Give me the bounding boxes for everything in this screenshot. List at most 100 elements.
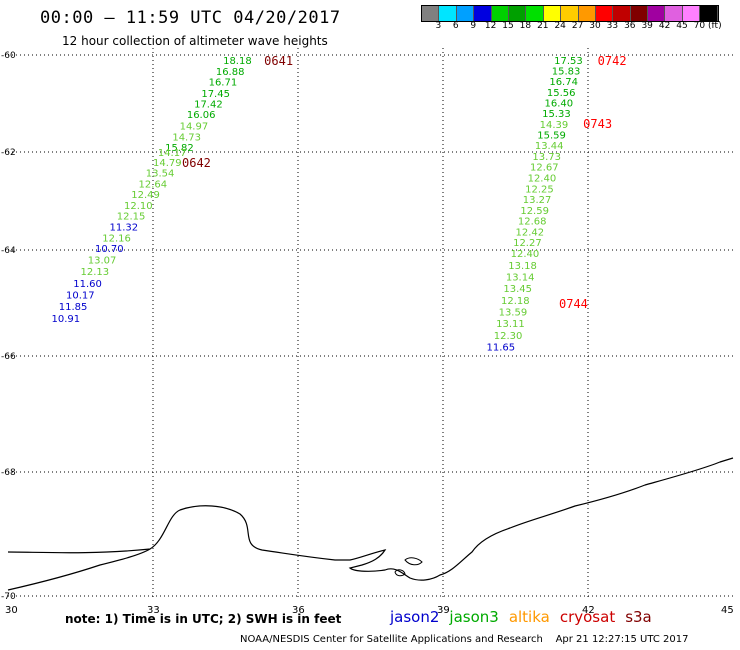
latitude-label: -62 [1, 148, 16, 158]
longitude-label: 42 [582, 605, 595, 616]
scale-swatch [526, 6, 544, 21]
pass-time-label: 0742 [598, 54, 627, 68]
wave-height-color-scale [421, 5, 719, 22]
scale-swatch [422, 6, 440, 21]
scale-label: (ft) [708, 21, 722, 31]
scale-swatch [682, 6, 701, 21]
scale-label: 30 [589, 21, 601, 31]
wave-height-value: 18.18 [223, 56, 252, 67]
wave-height-value: 10.91 [52, 314, 81, 325]
satellite-legend: jason2 jason3 altika cryosat s3a [390, 608, 662, 626]
wave-height-value: 13.59 [499, 307, 528, 318]
wave-height-value: 12.16 [102, 233, 131, 244]
wave-height-value: 12.40 [528, 173, 557, 184]
latitude-label: -70 [1, 592, 16, 602]
lat-lon-grid [8, 48, 733, 600]
scale-label: 6 [452, 21, 459, 31]
scale-swatch [613, 6, 631, 21]
scale-swatch [700, 6, 718, 21]
wave-height-value: 16.88 [216, 67, 245, 78]
scale-label: 33 [606, 21, 619, 31]
wave-height-value: 11.85 [59, 302, 88, 313]
pass-time-label: 0642 [182, 156, 211, 170]
wave-height-value: 12.27 [513, 238, 542, 249]
wave-height-value: 12.67 [530, 163, 559, 174]
wave-height-value: 15.82 [165, 143, 194, 154]
coastline-path [7, 457, 734, 581]
wave-height-value: 12.25 [525, 184, 554, 195]
credits-footer: NOAA/NESDIS Center for Satellite Applica… [240, 634, 689, 645]
wave-height-value: 12.18 [501, 296, 530, 307]
wave-height-value: 15.83 [552, 67, 581, 78]
wave-height-value: 15.56 [547, 88, 576, 99]
scale-label: 45 [676, 21, 688, 31]
wave-height-value: 16.06 [187, 110, 216, 121]
scale-swatch [561, 6, 579, 21]
latitude-label: -68 [1, 468, 16, 478]
latitude-label: -64 [1, 246, 16, 256]
wave-height-value: 17.45 [201, 89, 230, 100]
wave-height-value: 12.59 [520, 206, 549, 217]
wave-height-value: 12.42 [516, 227, 545, 238]
wave-height-value: 10.70 [95, 244, 124, 255]
wave-height-value: 12.49 [131, 190, 160, 201]
wave-height-value: 12.15 [117, 212, 146, 223]
wave-height-value: 14.73 [172, 132, 201, 143]
wave-height-value: 13.45 [503, 284, 532, 295]
scale-label: 42 [658, 21, 671, 31]
wave-height-value: 15.59 [537, 131, 566, 142]
wave-height-value: 12.64 [139, 179, 168, 190]
map-title: 00:00 – 11:59 UTC 04/20/2017 [40, 8, 341, 28]
longitude-label: 45 [721, 605, 734, 616]
wave-height-value: 14.39 [540, 120, 569, 131]
wave-height-value: 16.74 [549, 77, 578, 88]
wave-height-value: 10.17 [66, 291, 95, 302]
longitude-label: 33 [147, 605, 160, 616]
wave-height-value: 11.65 [487, 342, 516, 353]
wave-height-value: 13.07 [88, 256, 117, 267]
wave-height-value: 13.27 [523, 195, 552, 206]
wave-height-value: 13.54 [146, 169, 175, 180]
scale-label: 27 [571, 21, 584, 31]
scale-label: 9 [470, 21, 477, 31]
latitude-label: -60 [1, 51, 16, 61]
wave-height-value: 13.14 [506, 273, 535, 284]
wave-height-value: 12.13 [81, 267, 110, 278]
scale-label: 39 [641, 21, 653, 31]
scale-swatch [648, 6, 666, 21]
wave-height-value: 16.40 [545, 99, 574, 110]
wave-height-value: 11.32 [110, 222, 139, 233]
coastline-islands [394, 557, 423, 577]
legend-item-jason2: jason2 [390, 608, 440, 626]
axis-labels: -60 -62 -64 -66 -68 -70 30 33 36 39 42 45 [1, 51, 734, 616]
wave-height-value: 12.40 [511, 249, 540, 260]
wave-height-value: 14.79 [153, 158, 182, 169]
scale-label: 24 [554, 21, 566, 31]
scale-label: 70 [693, 21, 706, 31]
scale-swatch [456, 6, 475, 21]
wave-height-value: 13.11 [496, 319, 525, 330]
longitude-label: 30 [5, 605, 18, 616]
legend-item-jason3: jason3 [449, 608, 499, 626]
scale-swatch [491, 6, 509, 21]
scale-label: 36 [624, 21, 636, 31]
altimeter-tracks: 18.1816.8816.7117.4517.4216.0614.9714.73… [52, 54, 627, 354]
scale-swatch [508, 6, 527, 21]
wave-height-value: 16.71 [209, 78, 238, 89]
legend-item-cryosat: cryosat [559, 608, 616, 626]
scale-swatch [439, 6, 457, 21]
legend-item-altika: altika [508, 608, 550, 626]
latitude-label: -66 [1, 352, 16, 362]
pass-time-label: 0743 [583, 117, 612, 131]
scale-swatch [630, 6, 649, 21]
map-subtitle: 12 hour collection of altimeter wave hei… [62, 34, 328, 48]
wave-height-value: 13.18 [508, 261, 537, 272]
wave-height-value: 17.42 [194, 100, 223, 111]
wave-height-value: 13.73 [532, 152, 561, 163]
scale-swatch [543, 6, 562, 21]
pass-time-label: 0744 [559, 297, 588, 311]
wave-height-value: 15.33 [542, 109, 571, 120]
scale-swatch [595, 6, 614, 21]
scale-swatch [578, 6, 596, 21]
